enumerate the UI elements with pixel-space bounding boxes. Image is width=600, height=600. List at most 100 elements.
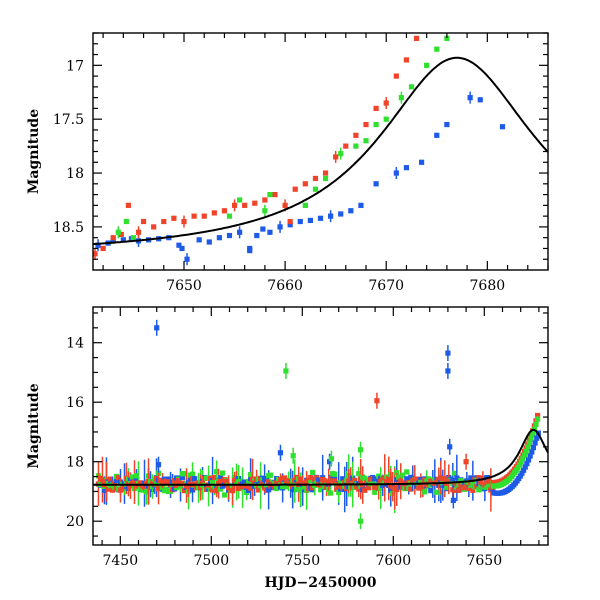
green-data-point xyxy=(246,478,252,485)
blue-data-point xyxy=(165,476,172,482)
red-data-point xyxy=(393,73,399,79)
blue-data-point xyxy=(242,479,248,485)
blue-data-point xyxy=(530,444,537,451)
blue-data-point xyxy=(196,237,202,243)
green-data-point xyxy=(203,475,210,481)
red-data-point xyxy=(93,251,98,257)
red-data-point xyxy=(111,480,118,486)
blue-data-point xyxy=(521,467,527,473)
red-data-point xyxy=(213,488,220,494)
blue-data-point xyxy=(297,218,303,225)
blue-data-point xyxy=(450,477,456,484)
red-data-point xyxy=(231,202,238,208)
red-data-point xyxy=(290,483,296,490)
red-data-point xyxy=(242,202,248,208)
blue-data-point xyxy=(519,470,525,476)
red-data-point xyxy=(452,487,458,493)
green-data-point xyxy=(338,151,344,157)
red-data-point xyxy=(408,486,414,492)
green-outlier-point xyxy=(283,368,289,374)
blue-data-point xyxy=(287,222,293,228)
blue-outlier-point xyxy=(154,325,160,331)
red-data-point xyxy=(420,485,426,491)
blue-data-point xyxy=(266,487,272,493)
green-data-point xyxy=(520,456,526,462)
red-data-point xyxy=(140,218,147,225)
green-data-point xyxy=(302,202,308,208)
blue-data-point xyxy=(404,476,410,482)
blue-data-point xyxy=(527,453,533,459)
red-data-point xyxy=(535,412,541,419)
blue-data-point xyxy=(110,238,116,244)
x-tick-label: 7500 xyxy=(193,553,229,569)
red-data-point xyxy=(137,480,144,486)
red-data-point xyxy=(141,484,148,490)
red-data-point xyxy=(105,486,112,492)
green-data-point xyxy=(363,138,369,144)
blue-data-point xyxy=(95,242,101,248)
model-curve xyxy=(93,428,548,486)
blue-data-point xyxy=(216,235,222,241)
red-data-point xyxy=(413,35,420,41)
red-data-point xyxy=(135,483,142,489)
green-data-point xyxy=(533,421,539,427)
red-data-point xyxy=(466,485,472,491)
green-data-point xyxy=(332,471,338,477)
red-data-point xyxy=(373,105,379,112)
y-axis-title: Magnitude xyxy=(26,383,42,468)
green-data-point xyxy=(372,489,378,495)
red-data-point xyxy=(211,210,217,216)
red-data-point xyxy=(366,485,372,491)
blue-data-point xyxy=(307,217,313,224)
green-data-point xyxy=(123,218,129,225)
model-curve xyxy=(93,56,548,246)
blue-data-point xyxy=(358,202,364,208)
x-tick-label: 7600 xyxy=(375,553,411,569)
red-data-point xyxy=(322,478,328,484)
green-data-point xyxy=(525,444,531,451)
y-tick-label: 20 xyxy=(66,514,84,530)
red-data-point xyxy=(312,175,319,182)
y-tick-label: 18 xyxy=(66,455,84,471)
red-data-point xyxy=(236,485,242,492)
red-data-point xyxy=(191,213,197,219)
red-data-point xyxy=(308,474,314,481)
x-tick-label: 7680 xyxy=(470,278,506,294)
green-outlier-point xyxy=(290,453,296,459)
y-tick-label: 18.5 xyxy=(53,220,84,236)
green-data-point xyxy=(221,492,228,498)
green-data-point xyxy=(267,191,273,198)
green-data-point xyxy=(312,186,319,192)
green-data-point xyxy=(264,483,270,489)
red-data-point xyxy=(266,479,272,485)
red-data-point xyxy=(181,488,188,494)
red-data-point xyxy=(181,218,187,225)
blue-data-point xyxy=(179,245,185,252)
green-data-point xyxy=(378,485,384,491)
blue-data-point xyxy=(522,464,528,470)
x-tick-label: 7660 xyxy=(267,278,303,294)
blue-data-point xyxy=(393,170,399,176)
green-data-point xyxy=(274,485,280,492)
blue-data-point xyxy=(524,461,530,467)
green-data-point xyxy=(424,62,430,68)
green-data-point xyxy=(518,459,524,465)
green-data-point xyxy=(302,484,308,490)
x-axis-title: HJD−2450000 xyxy=(265,575,377,591)
x-tick-label: 7450 xyxy=(102,553,138,569)
red-data-point xyxy=(332,478,338,484)
red-data-point xyxy=(161,218,167,225)
blue-outlier-point xyxy=(327,459,333,465)
red-data-point xyxy=(298,476,304,482)
green-outlier-point xyxy=(328,456,335,462)
blue-data-point xyxy=(373,181,379,187)
green-data-point xyxy=(115,229,121,235)
green-data-point xyxy=(328,490,334,496)
green-data-point xyxy=(434,46,440,52)
blue-data-point xyxy=(267,229,273,235)
blue-data-point xyxy=(217,475,224,481)
red-data-point xyxy=(474,483,480,489)
x-tick-label: 7650 xyxy=(166,278,202,294)
blue-data-point xyxy=(277,224,283,230)
red-data-point xyxy=(171,215,177,221)
